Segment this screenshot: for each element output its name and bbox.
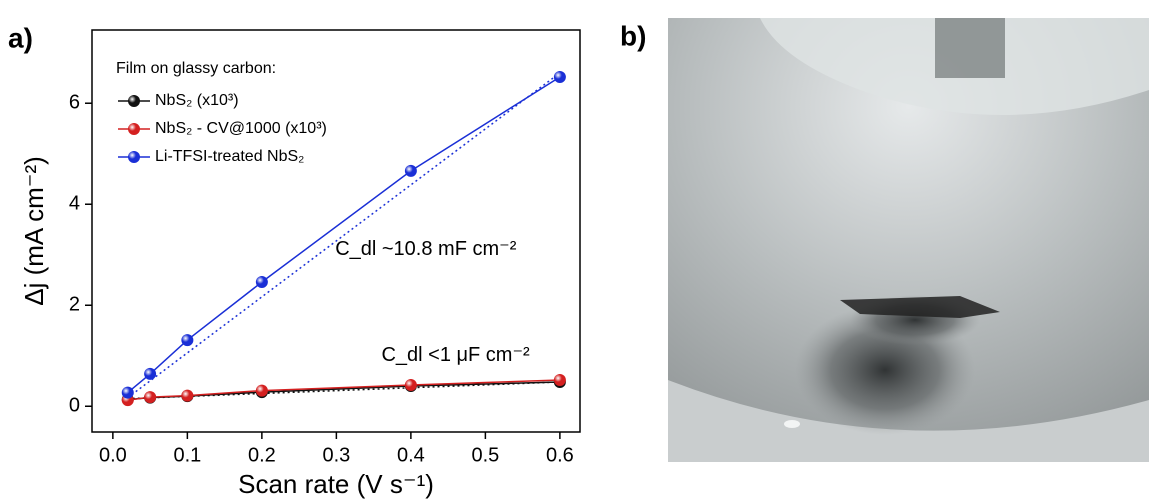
data-point	[553, 70, 566, 83]
y-tick-label: 4	[69, 193, 80, 215]
glass-edge	[668, 380, 1149, 462]
data-point	[144, 391, 157, 404]
y-axis-label: Δj (mA cm⁻²)	[19, 156, 49, 306]
x-tick-label: 0.4	[397, 444, 425, 466]
data-point	[181, 389, 194, 402]
data-point	[553, 373, 566, 386]
data-point	[404, 164, 417, 177]
y-tick-label: 0	[69, 395, 80, 417]
glass-rim	[668, 18, 1149, 115]
panel-label: a)	[8, 22, 33, 53]
legend-marker	[128, 151, 140, 163]
legend-label: Li-TFSI-treated NbS₂	[155, 148, 304, 165]
plot-frame	[91, 29, 581, 433]
legend-label: NbS₂ (x10³)	[155, 92, 239, 109]
legend-marker	[128, 123, 140, 135]
glass-shadow	[935, 18, 1005, 78]
x-tick-label: 0.3	[322, 444, 350, 466]
data-point	[144, 367, 157, 380]
flakes	[840, 296, 1000, 318]
y-tick-label: 6	[69, 92, 80, 114]
data-point	[255, 276, 268, 289]
fit-line	[127, 72, 561, 399]
photo	[668, 18, 1149, 462]
annotation: C_dl ~10.8 mF cm⁻²	[335, 238, 517, 260]
legend-label: NbS₂ - CV@1000 (x10³)	[155, 120, 327, 137]
x-tick-label: 0.0	[99, 444, 127, 466]
x-axis-label: Scan rate (V s⁻¹)	[238, 469, 434, 499]
legend-marker	[128, 95, 140, 107]
data-point	[404, 379, 417, 392]
data-point	[121, 386, 134, 399]
panel-label: b)	[620, 20, 646, 51]
data-point	[255, 384, 268, 397]
x-tick-label: 0.6	[546, 444, 574, 466]
fit-line	[127, 381, 560, 400]
y-tick-label: 2	[69, 294, 80, 316]
x-tick-label: 0.1	[173, 444, 201, 466]
data-point	[181, 334, 194, 347]
legend-title: Film on glassy carbon:	[116, 60, 276, 77]
x-tick-label: 0.5	[471, 444, 499, 466]
annotation: C_dl <1 μF cm⁻²	[381, 344, 530, 366]
reflection	[784, 420, 800, 428]
x-tick-label: 0.2	[248, 444, 276, 466]
